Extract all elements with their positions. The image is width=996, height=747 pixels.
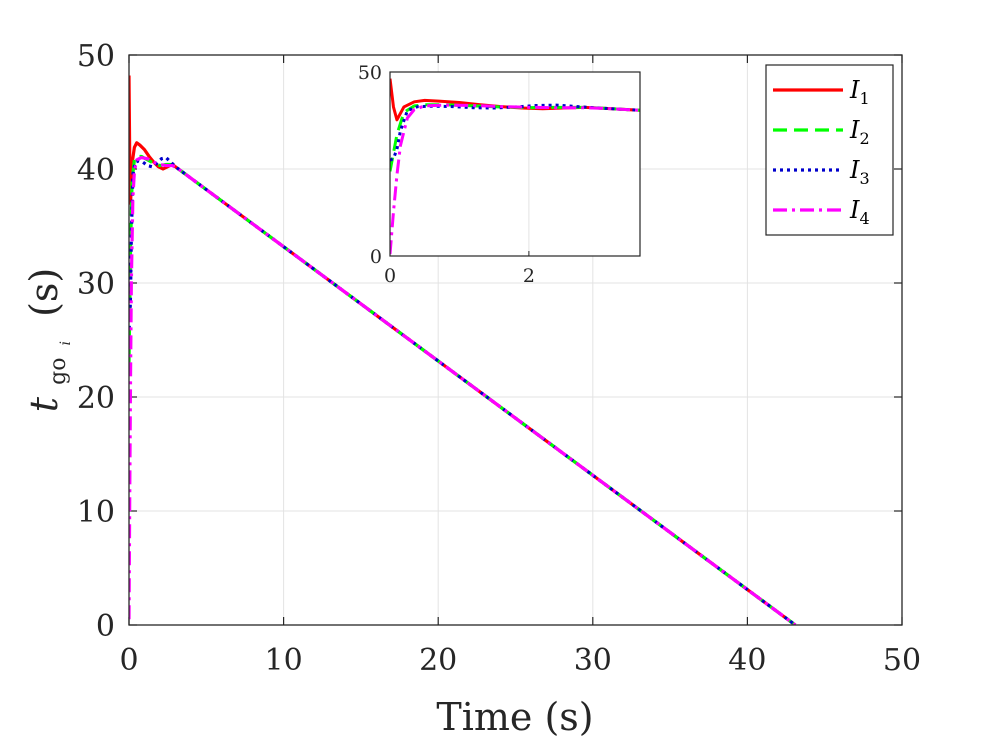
y-axis-label-sub: go bbox=[46, 358, 71, 385]
main-y-tick-label: 30 bbox=[77, 267, 115, 302]
legend-label-2: I2 bbox=[849, 116, 870, 148]
y-axis-label-subsub: i bbox=[58, 341, 74, 345]
main-x-tick-label: 50 bbox=[883, 643, 921, 678]
main-x-tick-labels: 0 10 20 30 40 50 bbox=[119, 643, 921, 678]
main-y-tick-label: 20 bbox=[77, 381, 115, 416]
y-axis-label-unit: (s) bbox=[22, 268, 66, 317]
main-y-tick-label: 10 bbox=[77, 495, 115, 530]
main-y-tick-label: 0 bbox=[96, 609, 115, 644]
x-axis-label: Time (s) bbox=[436, 695, 593, 739]
main-x-tick-label: 30 bbox=[574, 643, 612, 678]
inset-plot-frame bbox=[389, 71, 641, 257]
inset-x-tick-label: 0 bbox=[384, 265, 396, 287]
inset-x-tick-label: 2 bbox=[523, 265, 535, 287]
main-y-tick-label: 40 bbox=[77, 153, 115, 188]
y-axis-label: t go i (s) bbox=[22, 268, 79, 413]
main-series-line-3 bbox=[129, 156, 797, 625]
main-x-tick-label: 40 bbox=[728, 643, 766, 678]
main-plot-frame bbox=[128, 54, 903, 626]
main-series bbox=[129, 75, 797, 625]
inset-series-line-4 bbox=[390, 103, 640, 255]
inset-plot-background bbox=[390, 72, 640, 256]
inset-series bbox=[390, 78, 640, 255]
main-x-tick-label: 0 bbox=[119, 643, 138, 678]
y-axis-label-main: t bbox=[22, 396, 66, 412]
main-x-tick-label: 20 bbox=[419, 643, 457, 678]
inset-y-tick-label: 50 bbox=[358, 62, 382, 84]
inset-y-tick-labels: 0 50 bbox=[358, 62, 382, 268]
legend-box bbox=[765, 64, 894, 236]
inset-y-tick-label: 0 bbox=[370, 246, 382, 268]
svg-text:t go i (s): t go i (s) bbox=[22, 268, 79, 413]
main-series-line-4 bbox=[129, 156, 797, 625]
main-x-tick-label: 10 bbox=[265, 643, 303, 678]
main-y-tick-label: 50 bbox=[77, 39, 115, 74]
inset-series-line-3 bbox=[390, 103, 640, 162]
legend: I1 I2 I3 I4 bbox=[765, 64, 894, 236]
main-y-tick-labels: 0 10 20 30 40 50 bbox=[77, 39, 115, 644]
legend-label-1: I1 bbox=[849, 76, 870, 108]
legend-label-4: I4 bbox=[849, 196, 870, 228]
legend-label-3: I3 bbox=[849, 156, 870, 188]
